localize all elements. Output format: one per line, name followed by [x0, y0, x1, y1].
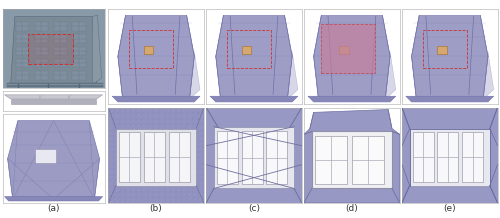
Bar: [54, 47, 67, 55]
Bar: [340, 46, 349, 54]
Polygon shape: [406, 96, 494, 102]
Bar: [16, 71, 29, 80]
Polygon shape: [288, 51, 298, 99]
Polygon shape: [412, 15, 488, 99]
Bar: [34, 71, 48, 80]
Bar: [314, 136, 347, 184]
Polygon shape: [216, 15, 292, 99]
Bar: [216, 131, 238, 184]
Bar: [242, 131, 262, 184]
Text: (b): (b): [150, 204, 162, 213]
Bar: [54, 71, 67, 80]
Bar: [462, 132, 483, 182]
Polygon shape: [4, 197, 102, 201]
Polygon shape: [483, 51, 494, 99]
Polygon shape: [210, 96, 298, 102]
Bar: [410, 129, 490, 186]
Bar: [214, 127, 294, 189]
Text: (e): (e): [444, 204, 456, 213]
Polygon shape: [304, 109, 400, 203]
Polygon shape: [308, 96, 396, 102]
Polygon shape: [92, 15, 102, 84]
Polygon shape: [386, 51, 396, 99]
Bar: [227, 30, 271, 68]
Polygon shape: [112, 96, 200, 102]
Text: (a): (a): [48, 204, 60, 213]
Polygon shape: [314, 15, 390, 99]
Bar: [6, 83, 102, 87]
Text: (c): (c): [248, 204, 260, 213]
Polygon shape: [190, 51, 200, 99]
Bar: [312, 131, 392, 189]
Text: (d): (d): [346, 204, 358, 213]
Bar: [34, 47, 48, 55]
Bar: [438, 46, 447, 54]
Bar: [34, 22, 48, 31]
Bar: [352, 136, 384, 184]
Polygon shape: [10, 99, 96, 104]
Bar: [16, 22, 29, 31]
Bar: [116, 129, 196, 186]
Bar: [266, 131, 287, 184]
Polygon shape: [118, 15, 194, 99]
Bar: [322, 24, 375, 73]
Bar: [423, 30, 467, 68]
Bar: [242, 46, 251, 54]
Bar: [412, 132, 434, 182]
Bar: [34, 34, 48, 43]
Bar: [34, 59, 48, 67]
Bar: [35, 149, 56, 163]
Bar: [72, 34, 86, 43]
Bar: [72, 22, 86, 31]
Bar: [72, 59, 86, 67]
Bar: [144, 46, 153, 54]
Bar: [54, 34, 67, 43]
Bar: [54, 22, 67, 31]
Bar: [54, 59, 67, 67]
Polygon shape: [320, 24, 376, 73]
Bar: [16, 34, 29, 43]
Bar: [16, 47, 29, 55]
Bar: [72, 47, 86, 55]
Bar: [130, 30, 174, 68]
Polygon shape: [4, 95, 102, 99]
Polygon shape: [10, 17, 96, 84]
Polygon shape: [8, 121, 100, 199]
Bar: [28, 34, 73, 64]
Bar: [72, 71, 86, 80]
Bar: [16, 59, 29, 67]
Bar: [438, 132, 458, 182]
Bar: [119, 132, 140, 182]
Bar: [168, 132, 190, 182]
Bar: [144, 132, 165, 182]
